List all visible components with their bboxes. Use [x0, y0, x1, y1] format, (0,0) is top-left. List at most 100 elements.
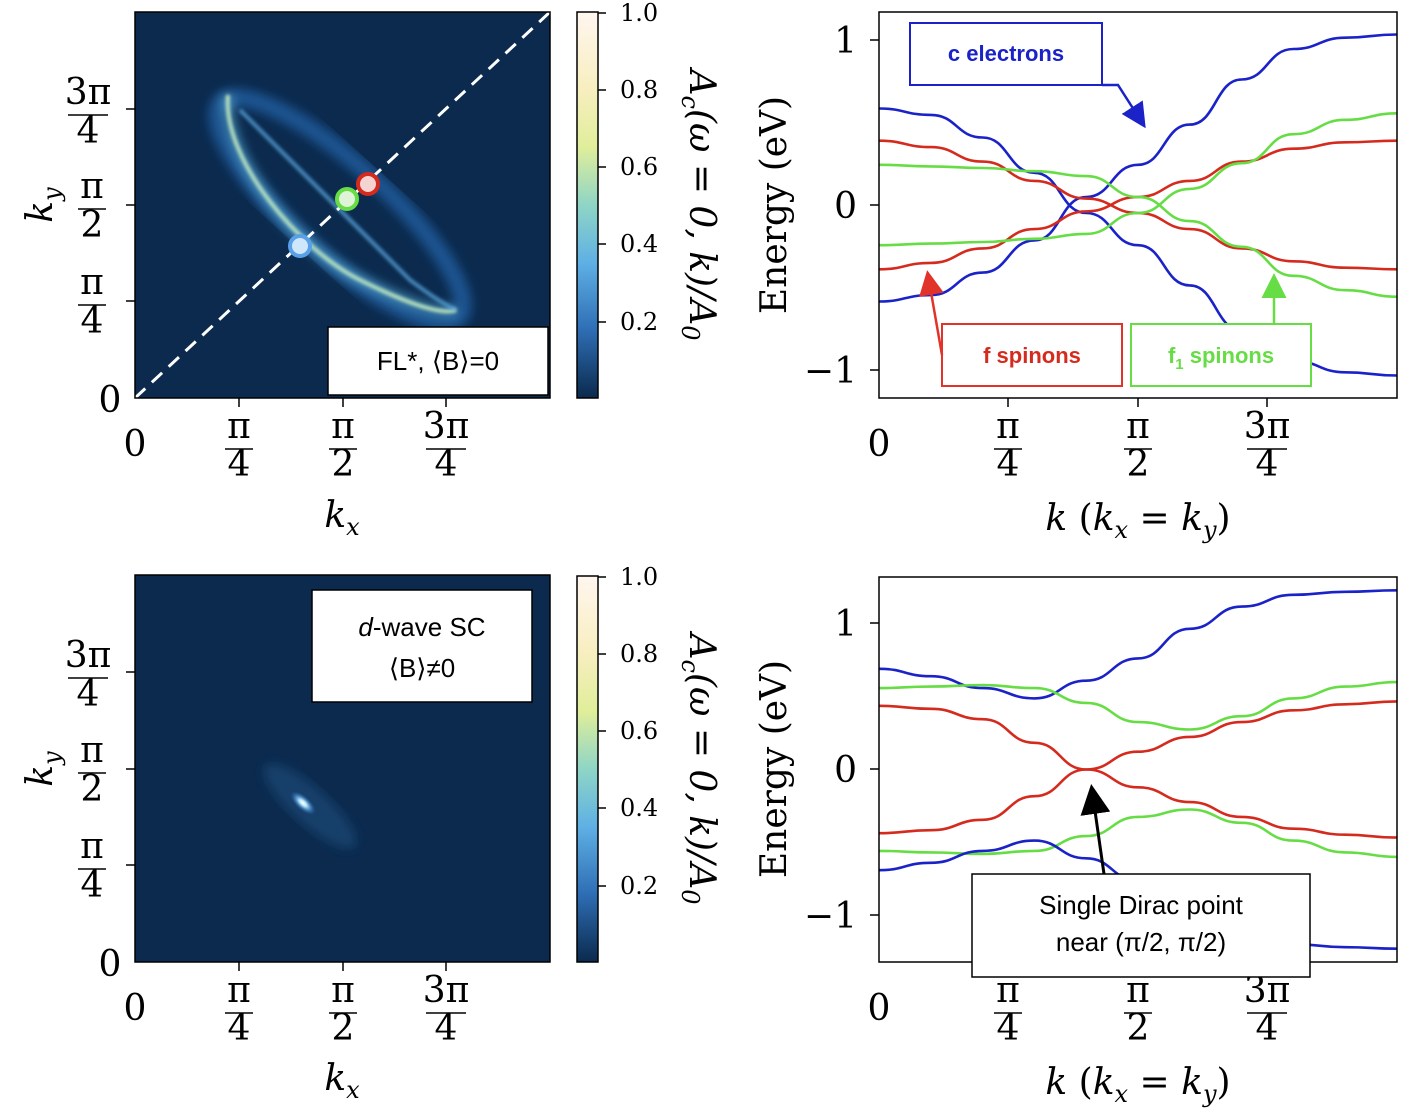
svg-text:2: 2: [332, 1008, 355, 1049]
svg-text:π: π: [80, 730, 104, 771]
bl-cbar-label: Ac(ω = 0, k)/A0: [676, 631, 722, 905]
top-left-map: FL*, ⟨B⟩=0: [134, 11, 551, 399]
red-marker: [356, 172, 380, 196]
svg-text:π: π: [1126, 406, 1150, 447]
band-upper-c: [879, 589, 1397, 700]
svg-text:4: 4: [997, 444, 1020, 485]
bottom-left-axes: 0 π4 π2 3π4 0 π4 π2 3π4 kx ky: [20, 635, 469, 1104]
svg-text:3π: 3π: [423, 970, 470, 1011]
tl-xtick-pi2: π2: [329, 406, 357, 485]
svg-text:3π: 3π: [65, 72, 112, 113]
br-xlabel: k (kx = ky): [1045, 1062, 1230, 1108]
svg-text:0: 0: [868, 988, 891, 1029]
svg-text:π: π: [80, 166, 104, 207]
legend-box-fl: [327, 326, 549, 396]
legend-box-dwave: [311, 589, 533, 703]
legend-box-fl-text: FL*, ⟨B⟩=0: [377, 346, 499, 376]
svg-text:4: 4: [228, 1008, 251, 1049]
svg-text:π: π: [1126, 970, 1150, 1011]
svg-text:0.8: 0.8: [620, 640, 658, 668]
svg-text:3π: 3π: [1244, 406, 1291, 447]
bl-xlabel: kx: [324, 1058, 360, 1104]
svg-text:0: 0: [834, 750, 857, 791]
svg-text:π: π: [331, 406, 355, 447]
c-electrons-arrow: [1102, 83, 1146, 129]
tl-ytick-pi2: π2: [78, 166, 106, 246]
svg-text:0.4: 0.4: [620, 794, 658, 822]
svg-text:3π: 3π: [65, 635, 112, 676]
svg-text:0.6: 0.6: [620, 717, 658, 745]
svg-text:1: 1: [834, 21, 857, 62]
fermi-arc-outer-halo: [221, 94, 459, 318]
bottom-right-bands: 1 0 −1 0 π4 π2 3π4 k (kx = ky) Energy (e…: [754, 576, 1398, 1108]
tl-ytick-0: 0: [99, 380, 122, 421]
top-left-colorbar: 0.2 0.4 0.6 0.8 1.0 Ac(ω = 0, k)/A0: [576, 0, 722, 399]
band-c-electrons-upper: [879, 33, 1397, 303]
bottom-left-colorbar: 0.2 0.4 0.6 0.8 1.0 Ac(ω = 0, k)/A0: [576, 563, 722, 963]
svg-text:0: 0: [834, 186, 857, 227]
dirac-arrow: [1080, 784, 1111, 875]
top-right-bands: 1 0 −1 0 π4 π2 3π4 k (kx = ky) Energy (e…: [754, 11, 1398, 544]
br-yticks: 1 0 −1: [804, 604, 879, 937]
svg-text:4: 4: [435, 444, 458, 485]
dirac-label-line2: near (π/2, π/2): [1056, 927, 1226, 957]
band-lower-red: [879, 768, 1397, 839]
svg-text:−1: −1: [804, 896, 857, 937]
svg-text:2: 2: [81, 769, 104, 810]
svg-text:4: 4: [77, 111, 100, 152]
band-upper-red: [879, 700, 1397, 771]
svg-text:3π: 3π: [423, 406, 470, 447]
tl-xlabel: kx: [324, 495, 360, 541]
dirac-box: [971, 873, 1311, 978]
svg-text:1.0: 1.0: [620, 563, 658, 591]
svg-text:0.2: 0.2: [620, 308, 658, 336]
dirac-label-line1: Single Dirac point: [1039, 890, 1244, 920]
svg-text:4: 4: [81, 865, 104, 906]
f-spinons-box: [941, 323, 1123, 387]
svg-text:π: π: [331, 970, 355, 1011]
svg-text:π: π: [227, 970, 251, 1011]
svg-text:1: 1: [834, 604, 857, 645]
svg-text:4: 4: [228, 444, 251, 485]
tr-ylabel: Energy (eV): [754, 96, 795, 314]
c-electrons-label: c electrons: [948, 41, 1064, 66]
svg-text:π: π: [996, 406, 1020, 447]
legend-box-dwave-line1: d-wave SC: [358, 612, 485, 642]
br-ylabel: Energy (eV): [754, 660, 795, 878]
svg-text:0: 0: [99, 944, 122, 985]
svg-text:2: 2: [1127, 1008, 1150, 1049]
legend-box-dwave-line2: ⟨B⟩≠0: [389, 653, 455, 683]
svg-text:4: 4: [81, 301, 104, 342]
svg-text:0: 0: [124, 988, 147, 1029]
svg-text:0: 0: [868, 424, 891, 465]
fermi-arc-inner: [238, 108, 457, 312]
svg-text:1.0: 1.0: [620, 0, 658, 27]
svg-text:0.4: 0.4: [620, 230, 658, 258]
band-lower-green: [879, 808, 1397, 859]
tl-xtick-0: 0: [124, 424, 147, 465]
svg-text:4: 4: [1256, 444, 1279, 485]
tl-cbar-ticks: 0.2 0.4 0.6 0.8 1.0: [598, 0, 658, 336]
f-spinons-label: f spinons: [983, 343, 1081, 368]
svg-text:π: π: [227, 406, 251, 447]
svg-text:π: π: [80, 262, 104, 303]
band-f1-spinons-lower: [879, 112, 1397, 247]
f-spinons-arrow: [919, 270, 944, 356]
svg-text:−1: −1: [804, 351, 857, 392]
tl-xtick-pi4: π4: [225, 406, 253, 485]
tl-ytick-pi4: π4: [78, 262, 106, 342]
svg-text:2: 2: [1127, 444, 1150, 485]
svg-text:π: π: [996, 970, 1020, 1011]
c-electrons-box: [909, 22, 1103, 86]
band-f1-spinons: [879, 163, 1397, 298]
svg-text:2: 2: [81, 205, 104, 246]
tl-cbar-label: Ac(ω = 0, k)/A0: [676, 67, 722, 341]
f1-spinons-label: f1 spinons: [1168, 343, 1274, 373]
tr-xlabel: k (kx = ky): [1045, 498, 1230, 544]
svg-text:2: 2: [332, 444, 355, 485]
svg-text:4: 4: [997, 1008, 1020, 1049]
tr-xticks: 0 π4 π2 3π4: [868, 398, 1291, 485]
bottom-left-map: d-wave SC ⟨B⟩≠0: [134, 574, 551, 963]
tl-xtick-3pi4: 3π4: [423, 406, 470, 485]
